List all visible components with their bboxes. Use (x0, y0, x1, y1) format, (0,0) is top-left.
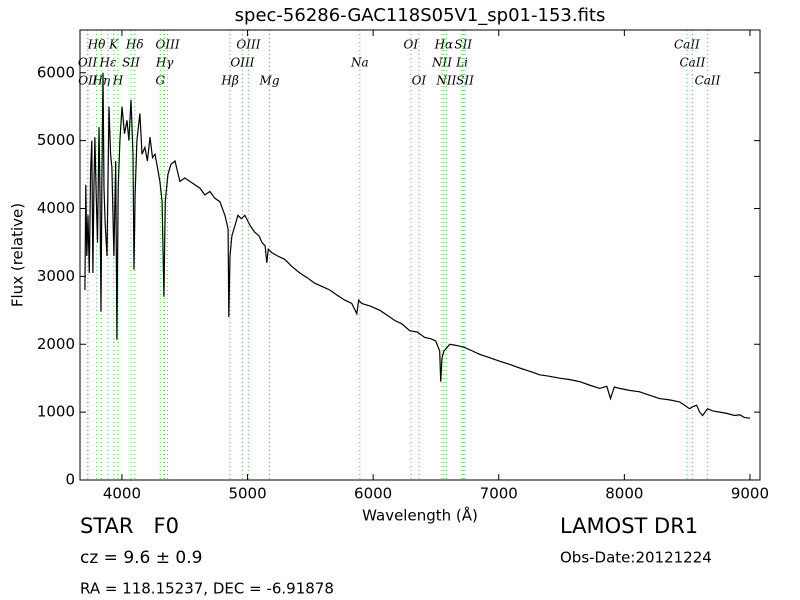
spectral-line-label: OII (78, 74, 98, 88)
spectral-line-label: Li (455, 56, 468, 70)
spectral-line-label: Hη (91, 74, 110, 88)
redshift: cz = 9.6 ± 0.9 (80, 548, 202, 568)
y-tick-label: 0 (65, 471, 75, 489)
spectral-line-label: K (108, 38, 119, 52)
spectral-line-label: OI (404, 38, 419, 52)
spectral-line-label: OIII (236, 38, 260, 52)
coordinates: RA = 118.15237, DEC = -6.91878 (80, 580, 334, 598)
obs-date: Obs-Date:20121224 (560, 549, 712, 567)
x-axis-label: Wavelength (Å) (362, 506, 478, 525)
spectral-line-label: CaII (674, 38, 700, 52)
plot-frame (79, 29, 761, 481)
spectral-line-label: H (112, 74, 124, 88)
spectral-line-label: OIII (230, 56, 254, 70)
y-tick-label: 5000 (37, 131, 75, 149)
spectral-line-label: SII (122, 56, 140, 70)
x-tick-label: 9000 (731, 485, 769, 503)
spectral-line-label: NII (431, 56, 452, 70)
x-tick-label: 7000 (480, 485, 518, 503)
spectral-line-label: Na (350, 56, 369, 70)
spectral-line-label: Hγ (155, 56, 174, 70)
x-tick-label: 4000 (103, 485, 141, 503)
spectral-line-label: Hε (99, 56, 117, 70)
spectral-line-label: Mg (259, 74, 280, 88)
x-tick-label: 6000 (354, 485, 392, 503)
spectral-line-label: Hδ (125, 38, 144, 52)
spectral-line-label: NII (435, 74, 456, 88)
survey: LAMOST DR1 (560, 514, 698, 538)
spectral-line-label: CaII (695, 74, 721, 88)
spectral-line-label: G (155, 74, 165, 88)
spectral-line-label: SII (456, 74, 474, 88)
spectral-line-label: SII (454, 38, 472, 52)
spectral-line-label: Hα (434, 38, 454, 52)
y-tick-label: 2000 (37, 335, 75, 353)
spectral-line-label: CaII (680, 56, 706, 70)
spectral-line-label: Hβ (220, 74, 238, 88)
object-class: STAR F0 (80, 514, 179, 538)
y-tick-label: 4000 (37, 199, 75, 217)
x-tick-label: 5000 (228, 485, 266, 503)
spectral-line-label: OI (412, 74, 427, 88)
spectral-line-label: OIII (156, 38, 180, 52)
y-axis-label: Flux (relative) (9, 203, 27, 307)
spectrum-line (84, 72, 751, 419)
y-tick-label: 6000 (37, 63, 75, 81)
chart-title: spec-56286-GAC118S05V1_sp01-153.fits (235, 5, 606, 26)
y-tick-label: 3000 (37, 267, 75, 285)
y-tick-label: 1000 (37, 403, 75, 421)
spectral-line-label: Hθ (87, 38, 106, 52)
x-tick-label: 8000 (605, 485, 643, 503)
